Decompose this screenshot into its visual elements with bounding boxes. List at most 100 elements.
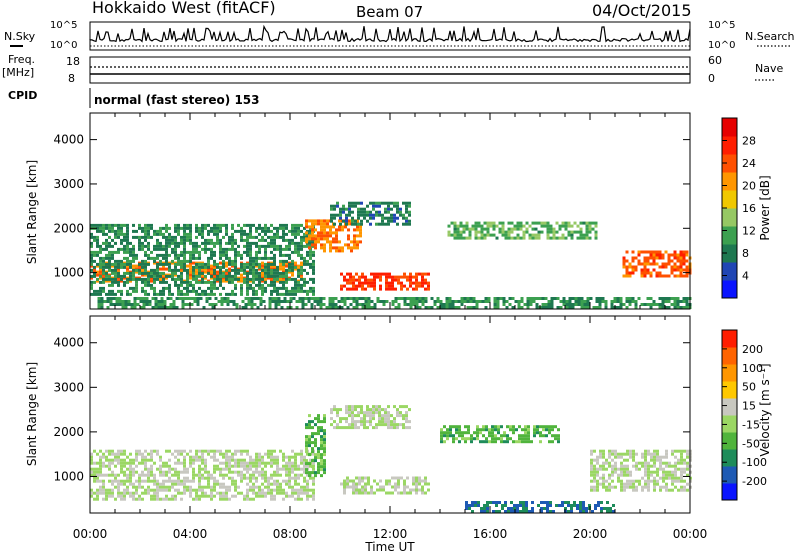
power-cell — [258, 274, 261, 278]
velocity-cell — [120, 497, 123, 501]
power-cell — [252, 271, 255, 275]
power-cell — [117, 276, 120, 280]
velocity-cell — [261, 455, 264, 459]
power-cell — [255, 259, 258, 263]
velocity-cell — [228, 455, 231, 459]
velocity-cell — [303, 464, 306, 468]
power-cell — [598, 297, 602, 300]
velocity-cell — [525, 504, 528, 507]
velocity-cell — [261, 491, 264, 495]
velocity-cell — [317, 453, 320, 457]
power-cell — [649, 303, 653, 306]
power-cell — [270, 235, 273, 239]
velocity-cell — [620, 464, 623, 468]
power-cell — [664, 250, 668, 254]
velocity-cell — [522, 501, 525, 504]
power-cell — [243, 265, 246, 269]
power-cell — [574, 300, 578, 303]
power-cell — [285, 277, 288, 281]
power-cell — [682, 253, 686, 257]
power-cell — [270, 256, 273, 260]
colorbar-tick-label: 200 — [742, 343, 763, 356]
velocity-cell — [367, 482, 370, 486]
power-cell — [222, 271, 225, 275]
velocity-cell — [198, 488, 201, 492]
power-cell — [213, 226, 216, 230]
power-cell — [305, 219, 308, 223]
power-cell — [111, 229, 114, 233]
nsky-tick-high: 10^5 — [50, 20, 77, 31]
velocity-cell — [348, 426, 351, 430]
power-cell — [213, 229, 216, 233]
power-cell — [201, 226, 204, 230]
power-cell — [93, 289, 96, 293]
power-cell — [126, 292, 129, 296]
power-cell — [117, 280, 120, 284]
power-cell — [105, 232, 108, 236]
power-cell — [361, 287, 364, 291]
power-cell — [312, 265, 315, 269]
power-cell — [628, 262, 632, 266]
power-cell — [288, 238, 291, 242]
power-cell — [271, 300, 275, 303]
power-cell — [97, 297, 101, 300]
velocity-cell — [126, 455, 129, 459]
power-cell — [463, 297, 467, 300]
power-cell — [135, 280, 138, 284]
power-cell — [207, 265, 210, 269]
power-cell — [535, 303, 539, 306]
velocity-cell — [174, 488, 177, 492]
velocity-cell — [641, 485, 644, 489]
power-cell — [285, 271, 288, 275]
power-cell — [282, 253, 285, 257]
velocity-cell — [234, 494, 237, 498]
velocity-cell — [393, 423, 396, 427]
power-cell — [274, 303, 278, 306]
cpid-text: normal (fast stereo) 153 — [94, 93, 260, 107]
velocity-cell — [111, 482, 114, 486]
velocity-cell — [219, 449, 222, 453]
velocity-cell — [357, 405, 360, 409]
power-cell — [631, 256, 635, 260]
velocity-cell — [317, 462, 320, 466]
power-cell — [628, 271, 632, 275]
power-cell — [147, 277, 150, 281]
power-cell — [120, 232, 123, 236]
velocity-cell — [93, 449, 96, 453]
power-cell — [667, 262, 671, 266]
power-cell — [186, 277, 189, 281]
power-cell — [333, 207, 336, 211]
velocity-cell — [674, 461, 677, 465]
velocity-cell — [192, 488, 195, 492]
velocity-cell — [488, 440, 491, 444]
power-cell — [162, 289, 165, 293]
power-cell — [427, 281, 430, 285]
power-cell — [210, 292, 213, 296]
velocity-cell — [393, 426, 396, 430]
velocity-heatmap — [90, 405, 692, 513]
power-cell — [156, 241, 159, 245]
power-cell — [664, 300, 668, 303]
power-cell — [634, 256, 638, 260]
velocity-cell — [680, 470, 683, 474]
velocity-cell — [471, 504, 474, 507]
power-cell — [330, 219, 333, 223]
power-cell — [658, 250, 662, 254]
power-cell — [679, 268, 683, 272]
power-cell — [504, 236, 508, 240]
velocity-cell — [323, 447, 326, 451]
power-cell — [453, 221, 457, 225]
power-cell — [297, 223, 300, 227]
power-cell — [201, 229, 204, 233]
power-cell — [356, 240, 359, 244]
power-cell — [252, 268, 255, 272]
velocity-cell — [156, 488, 159, 492]
power-cell — [477, 221, 481, 225]
power-cell — [189, 267, 192, 271]
power-cell — [177, 277, 180, 281]
velocity-cell — [216, 449, 219, 453]
power-cell — [247, 300, 251, 303]
colorbar-frame — [721, 329, 738, 501]
velocity-cell — [213, 485, 216, 489]
